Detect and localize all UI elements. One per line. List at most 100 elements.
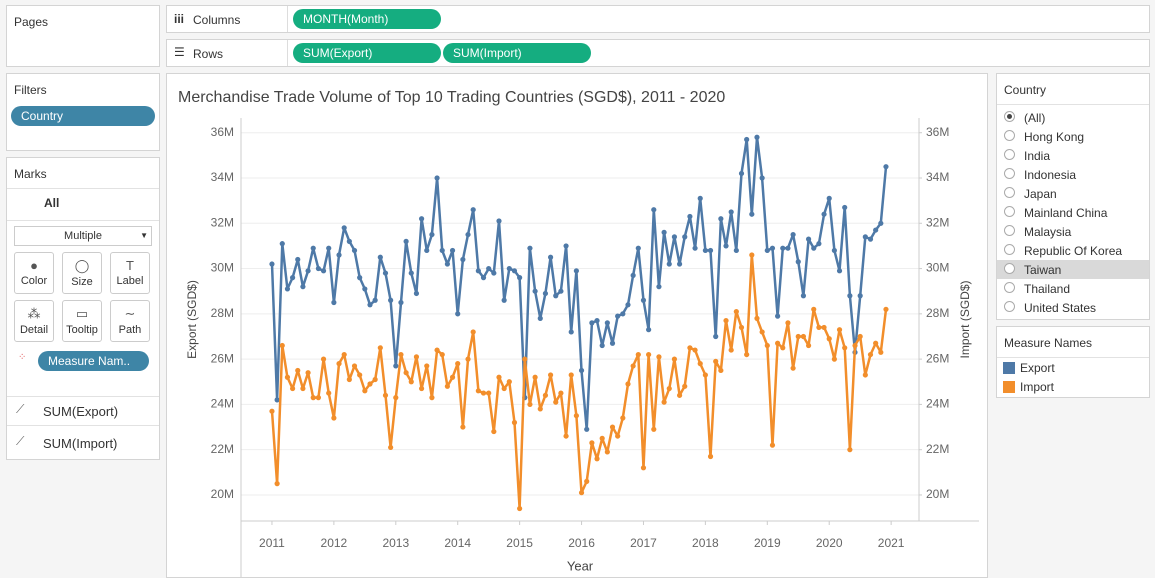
radio (1004, 282, 1015, 293)
data-point (867, 351, 874, 358)
chart-title: Merchandise Trade Volume of Top 10 Tradi… (178, 89, 725, 106)
marks-scope[interactable]: All (44, 196, 60, 210)
x-tick-label: 2020 (816, 536, 843, 550)
data-point (269, 408, 275, 414)
column-pill[interactable]: MONTH(Month) (293, 9, 441, 29)
data-point (310, 245, 316, 251)
y2-tick-label: 28M (926, 306, 949, 320)
chart: Merchandise Trade Volume of Top 10 Tradi… (178, 89, 979, 577)
data-point (713, 333, 719, 340)
data-point (816, 324, 822, 331)
country-option[interactable]: Taiwan (997, 260, 1149, 279)
data-point (326, 245, 332, 251)
data-point (346, 238, 352, 244)
data-point (449, 247, 456, 254)
data-point (460, 256, 466, 263)
data-point (413, 354, 420, 360)
radio (1004, 168, 1015, 179)
data-point (341, 351, 347, 358)
data-point (687, 213, 693, 220)
data-point (511, 419, 518, 426)
data-point (775, 340, 781, 346)
measure-pill[interactable]: SUM(Export) (43, 404, 119, 419)
mark-button-icon: T (126, 258, 134, 273)
filter-pill[interactable]: Country (11, 106, 155, 126)
country-option[interactable]: (All) (997, 108, 1149, 127)
data-point (449, 374, 456, 380)
radio (1004, 244, 1015, 255)
mark-button[interactable]: ∼ Path (110, 300, 150, 342)
data-point (759, 329, 765, 335)
legend-label[interactable]: Import (1020, 380, 1055, 394)
data-point (388, 444, 394, 451)
data-point (811, 245, 817, 251)
country-option[interactable]: Indonesia (997, 165, 1149, 184)
data-point (553, 399, 559, 405)
mark-button[interactable]: ⁂ Detail (14, 300, 54, 342)
legend-label[interactable]: Export (1020, 361, 1055, 375)
row-pill[interactable]: SUM(Export) (293, 43, 441, 63)
data-point (496, 374, 502, 380)
mark-button[interactable]: ◯ Size (62, 252, 102, 294)
data-point (780, 245, 786, 251)
data-point (403, 238, 409, 244)
measure-pill[interactable]: SUM(Import) (43, 436, 118, 451)
series-line (270, 253, 888, 510)
x-tick-label: 2018 (692, 536, 719, 550)
data-point (826, 336, 832, 342)
data-point (424, 363, 430, 369)
y2-tick-label: 36M (926, 125, 949, 139)
country-option[interactable]: India (997, 146, 1149, 165)
country-option[interactable]: United States (997, 298, 1149, 317)
data-point (630, 272, 636, 278)
country-option[interactable]: Republic Of Korea (997, 241, 1149, 260)
radio (1004, 301, 1015, 312)
data-point (862, 372, 868, 378)
mark-button[interactable]: ▭ Tooltip (62, 300, 102, 342)
country-option[interactable]: Hong Kong (997, 127, 1149, 146)
data-point (418, 216, 425, 222)
data-point (707, 247, 714, 254)
data-point (305, 370, 311, 376)
data-point (744, 351, 750, 358)
data-point (517, 505, 523, 512)
country-option[interactable]: Japan (997, 184, 1149, 203)
mark-button-label: Detail (19, 324, 49, 336)
country-option[interactable]: Mainland China (997, 203, 1149, 222)
line-icon: ⟋ (16, 434, 25, 448)
marks-pill[interactable]: Measure Nam.. (38, 351, 149, 371)
data-point (795, 333, 801, 340)
mark-button[interactable]: T Label (110, 252, 150, 294)
row-pill[interactable]: SUM(Import) (443, 43, 591, 63)
country-label: India (1024, 149, 1051, 163)
data-point (687, 345, 693, 351)
data-point (718, 367, 724, 374)
mark-type-dropdown[interactable]: Multiple ▼ (14, 226, 152, 246)
country-label: Taiwan (1024, 263, 1062, 277)
data-point (661, 399, 667, 405)
data-point (362, 388, 368, 394)
data-point (599, 435, 605, 441)
radio-dot (1007, 114, 1012, 119)
mark-button[interactable]: ● Color (14, 252, 54, 294)
data-point (527, 245, 533, 251)
data-point (692, 245, 698, 251)
data-point (805, 342, 812, 349)
country-option[interactable]: Thailand (997, 279, 1149, 298)
country-option[interactable]: Malaysia (997, 222, 1149, 241)
y-axis-title: Export (SGD$) (185, 280, 199, 359)
data-point (455, 361, 461, 367)
data-point (873, 227, 879, 233)
legend-swatch (1003, 381, 1015, 393)
country-label: Hong Kong (1024, 130, 1085, 144)
data-point (800, 293, 807, 299)
mark-button-label: Size (71, 276, 93, 288)
data-point (284, 286, 291, 292)
data-point (646, 327, 652, 333)
pages-card: Pages (6, 5, 160, 67)
data-point (682, 383, 688, 389)
x-tick-label: 2016 (568, 536, 595, 550)
mark-button-label: Tooltip (66, 324, 98, 336)
data-point (568, 372, 574, 378)
x-tick-label: 2014 (444, 536, 471, 550)
